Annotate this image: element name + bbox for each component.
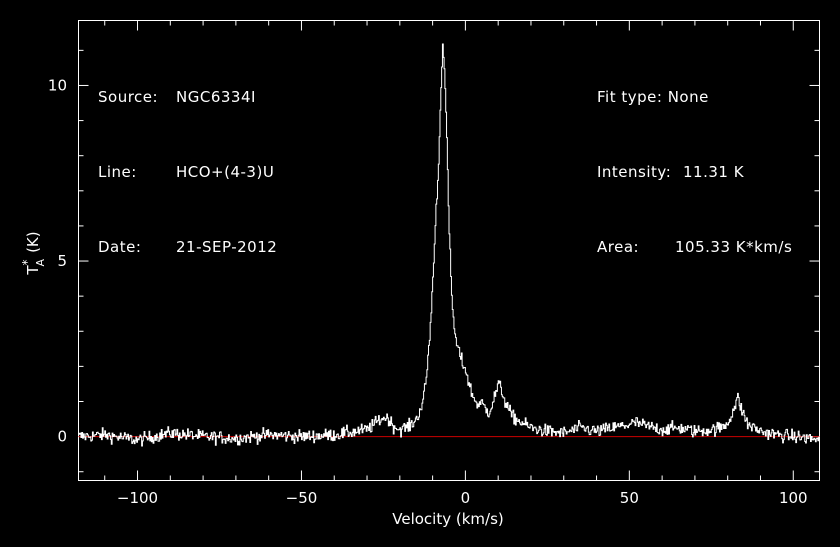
x-tick-label: −50 [286,489,318,507]
y-tick-label: 10 [48,76,67,94]
area-label: Area: [597,238,640,256]
spectrum-line [78,43,820,447]
fit-type-row: Fit type: None [597,85,792,110]
plot-frame [78,20,820,481]
line-value: HCO+(4-3)U [176,163,275,181]
y-axis-label: T*A (K) [20,231,47,275]
intensity-value: 11.31 K [683,163,745,181]
line-label: Line: [98,163,137,181]
date-value: 21-SEP-2012 [176,238,278,256]
x-axis-label: Velocity (km/s) [392,510,503,528]
y-axis-label-sup: * [20,259,34,265]
observation-info: Source: NGC6334I Line: HCO+(4-3)U Date: 21-… [98,35,277,285]
intensity-label: Intensity: [597,163,672,181]
fit-type-value: None [667,88,709,106]
date-row: Date: 21-SEP-2012 [98,235,277,260]
fit-type-label: Fit type: [597,88,663,106]
date-label: Date: [98,238,142,256]
y-axis-label-main: T [24,265,42,276]
fit-info: Fit type: None Intensity: 11.31 K Area: 10… [597,35,792,285]
x-tick-label: 0 [461,489,471,507]
source-value: NGC6334I [176,88,256,106]
x-tick-label: 100 [779,489,808,507]
y-tick-label: 5 [57,252,67,270]
area-row: Area: 105.33 K*km/s [597,235,792,260]
x-tick-label: −100 [117,489,158,507]
y-axis-label-unit: (K) [24,231,42,253]
y-axis-label-sub: A [34,258,47,266]
x-tick-label: 50 [620,489,639,507]
area-value: 105.33 K*km/s [675,238,793,256]
source-label: Source: [98,88,159,106]
svg-text:T*A(K): T*A (K) [20,231,47,275]
source-row: Source: NGC6334I [98,85,277,110]
intensity-row: Intensity: 11.31 K [597,160,792,185]
axis-tick-labels: −100 −50 0 50 100 0 5 10 [48,76,808,507]
line-row: Line: HCO+(4-3)U [98,160,277,185]
y-tick-label: 0 [57,428,67,446]
